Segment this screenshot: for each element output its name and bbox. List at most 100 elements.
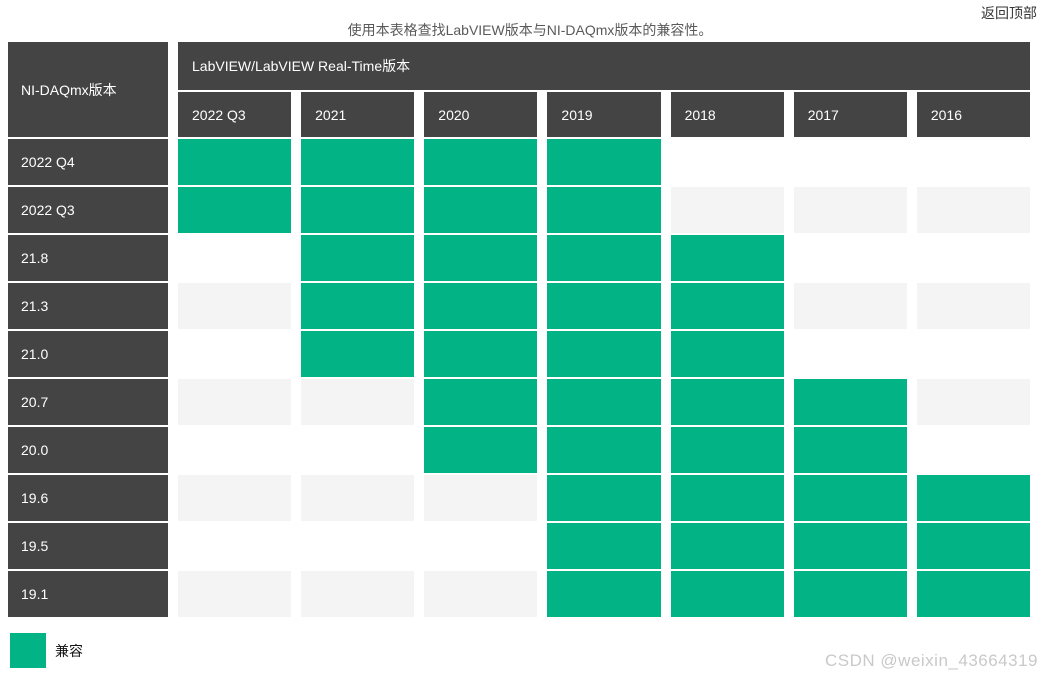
legend-label: 兼容: [55, 642, 83, 659]
compatible-cell: [916, 475, 1030, 521]
empty-cell: [178, 523, 291, 569]
row-header: 19.6: [8, 475, 168, 521]
empty-cell: [178, 475, 292, 521]
compatible-cell: [301, 187, 415, 233]
empty-cell: [670, 187, 784, 233]
empty-cell: [794, 235, 907, 281]
empty-cell: [178, 427, 291, 473]
empty-cell: [301, 427, 414, 473]
compatible-cell: [547, 235, 661, 281]
row-header: 19.5: [8, 523, 168, 569]
column-header: 2016: [916, 92, 1030, 137]
compatible-cell: [178, 187, 292, 233]
empty-cell: [917, 235, 1030, 281]
legend: 兼容: [10, 633, 1060, 668]
column-header: 2020: [424, 92, 538, 137]
compatible-cell: [547, 475, 661, 521]
compatible-cell: [670, 331, 784, 377]
empty-cell: [301, 571, 415, 617]
empty-cell: [916, 379, 1030, 425]
compatible-cell: [793, 571, 907, 617]
empty-cell: [916, 283, 1030, 329]
compatible-cell: [301, 235, 415, 281]
empty-cell: [794, 331, 907, 377]
empty-cell: [301, 475, 415, 521]
compatible-swatch-icon: [10, 633, 46, 668]
compatible-cell: [547, 427, 661, 473]
compatible-cell: [424, 379, 538, 425]
compatible-cell: [424, 283, 538, 329]
column-headers: 2022 Q3 2021 2020 2019 2018 2017 2016: [178, 92, 1030, 137]
compatible-cell: [670, 235, 784, 281]
compatible-cell: [793, 475, 907, 521]
row-header: 2022 Q4: [8, 139, 168, 185]
empty-cell: [424, 475, 538, 521]
column-header: 2019: [547, 92, 661, 137]
empty-cell: [178, 379, 292, 425]
row-header: 21.3: [8, 283, 168, 329]
compatible-cell: [793, 427, 907, 473]
compatible-cell: [424, 235, 538, 281]
row-header: 19.1: [8, 571, 168, 617]
compatible-cell: [670, 523, 784, 569]
empty-cell: [178, 331, 291, 377]
empty-cell: [917, 427, 1030, 473]
empty-cell: [917, 331, 1030, 377]
compatible-cell: [547, 283, 661, 329]
compatible-cell: [424, 427, 538, 473]
compatible-cell: [793, 379, 907, 425]
empty-cell: [917, 139, 1030, 185]
compatible-cell: [793, 523, 907, 569]
compatible-cell: [670, 379, 784, 425]
compatible-cell: [670, 475, 784, 521]
column-header: 2018: [670, 92, 784, 137]
compatibility-table: NI-DAQmx版本 2022 Q4 2022 Q3 21.8 21.3 21.…: [8, 42, 1030, 617]
matrix-area: LabVIEW/LabVIEW Real-Time版本 2022 Q3 2021…: [178, 42, 1030, 617]
compatible-cell: [301, 283, 415, 329]
compatible-cell: [424, 139, 538, 185]
empty-cell: [793, 187, 907, 233]
compatible-cell: [301, 331, 415, 377]
row-header: 21.0: [8, 331, 168, 377]
compatible-cell: [547, 187, 661, 233]
compatible-cell: [424, 331, 538, 377]
row-header-column: NI-DAQmx版本 2022 Q4 2022 Q3 21.8 21.3 21.…: [8, 42, 168, 617]
empty-cell: [178, 571, 292, 617]
compatible-cell: [547, 571, 661, 617]
compatible-cell: [547, 523, 661, 569]
empty-cell: [793, 283, 907, 329]
row-header: 20.7: [8, 379, 168, 425]
empty-cell: [424, 523, 537, 569]
empty-cell: [301, 379, 415, 425]
compatible-cell: [916, 571, 1030, 617]
row-header: 21.8: [8, 235, 168, 281]
row-header: 2022 Q3: [8, 187, 168, 233]
compatible-cell: [547, 331, 661, 377]
empty-cell: [794, 139, 907, 185]
empty-cell: [178, 283, 292, 329]
empty-cell: [671, 139, 784, 185]
back-to-top-link[interactable]: 返回顶部: [981, 5, 1037, 21]
empty-cell: [178, 235, 291, 281]
compatible-cell: [424, 187, 538, 233]
compatible-cell: [670, 427, 784, 473]
corner-header-cell: NI-DAQmx版本: [8, 42, 168, 137]
column-header: 2021: [301, 92, 415, 137]
column-group-header: LabVIEW/LabVIEW Real-Time版本: [178, 42, 1030, 90]
compatible-cell: [670, 571, 784, 617]
compatible-cell: [301, 139, 415, 185]
empty-cell: [301, 523, 414, 569]
compatibility-matrix: [178, 139, 1030, 617]
watermark: CSDN @weixin_43664319: [825, 651, 1038, 670]
empty-cell: [424, 571, 538, 617]
empty-cell: [916, 187, 1030, 233]
row-header: 20.0: [8, 427, 168, 473]
column-header: 2017: [793, 92, 907, 137]
column-header: 2022 Q3: [178, 92, 292, 137]
compatible-cell: [547, 139, 661, 185]
compatible-cell: [547, 379, 661, 425]
compatible-cell: [178, 139, 292, 185]
compatible-cell: [670, 283, 784, 329]
compatible-cell: [916, 523, 1030, 569]
